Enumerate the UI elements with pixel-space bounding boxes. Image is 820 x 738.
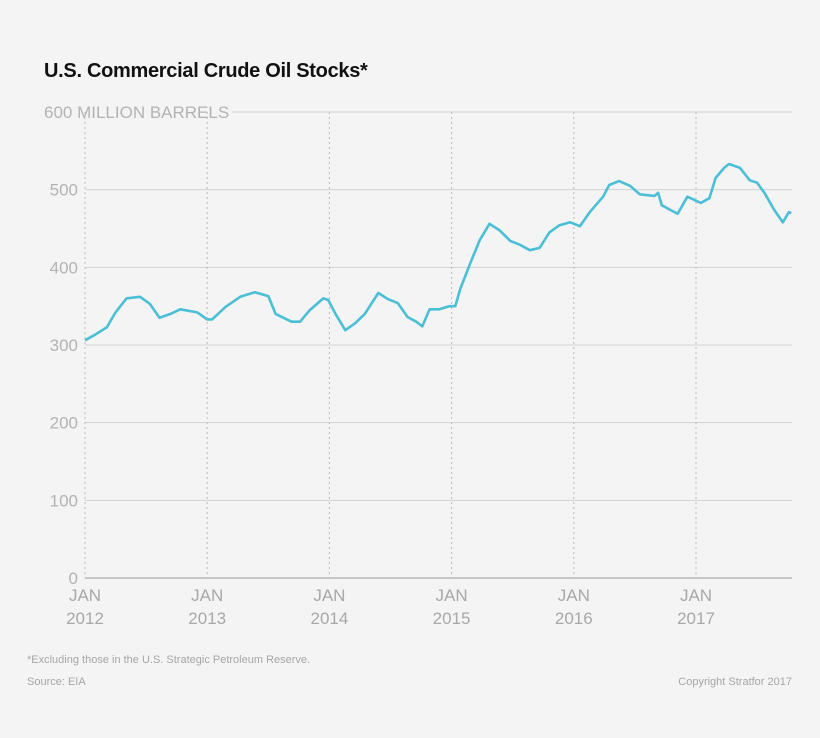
x-tick-label-month: JAN <box>313 586 345 605</box>
footnote: *Excluding those in the U.S. Strategic P… <box>27 654 311 666</box>
x-tick-label-year: 2016 <box>555 609 593 628</box>
grid <box>84 111 792 579</box>
y-axis-labels: 0 100 200 300 400 500 600 MILLION BARRELS <box>44 103 229 588</box>
x-tick-label-year: 2017 <box>677 609 715 628</box>
series-layer <box>84 162 792 342</box>
y-tick-label: 400 <box>50 258 78 277</box>
x-tick-label-year: 2014 <box>310 609 348 628</box>
crude-stocks-line <box>84 162 792 342</box>
chart-title: U.S. Commercial Crude Oil Stocks* <box>44 60 368 82</box>
x-tick-label-month: JAN <box>436 586 468 605</box>
x-tick-label-month: JAN <box>680 586 712 605</box>
y-tick-label: 200 <box>50 414 78 433</box>
x-tick-label-year: 2015 <box>433 609 471 628</box>
copyright: Copyright Stratfor 2017 <box>678 676 792 688</box>
y-tick-label: 300 <box>50 336 78 355</box>
x-tick-label-month: JAN <box>558 586 590 605</box>
y-tick-label: 500 <box>50 181 78 200</box>
y-tick-label: 600 MILLION BARRELS <box>44 103 229 122</box>
y-tick-label: 0 <box>69 569 78 588</box>
x-tick-label-month: JAN <box>69 586 101 605</box>
x-tick-label-year: 2013 <box>188 609 226 628</box>
x-axis-labels: JAN 2012 JAN 2013 JAN 2014 JAN 2015 JAN 2016 JAN 20… <box>66 586 715 628</box>
source: Source: EIA <box>27 676 86 688</box>
y-tick-label: 100 <box>50 491 78 510</box>
x-tick-label-year: 2012 <box>66 609 104 628</box>
x-tick-label-month: JAN <box>191 586 223 605</box>
